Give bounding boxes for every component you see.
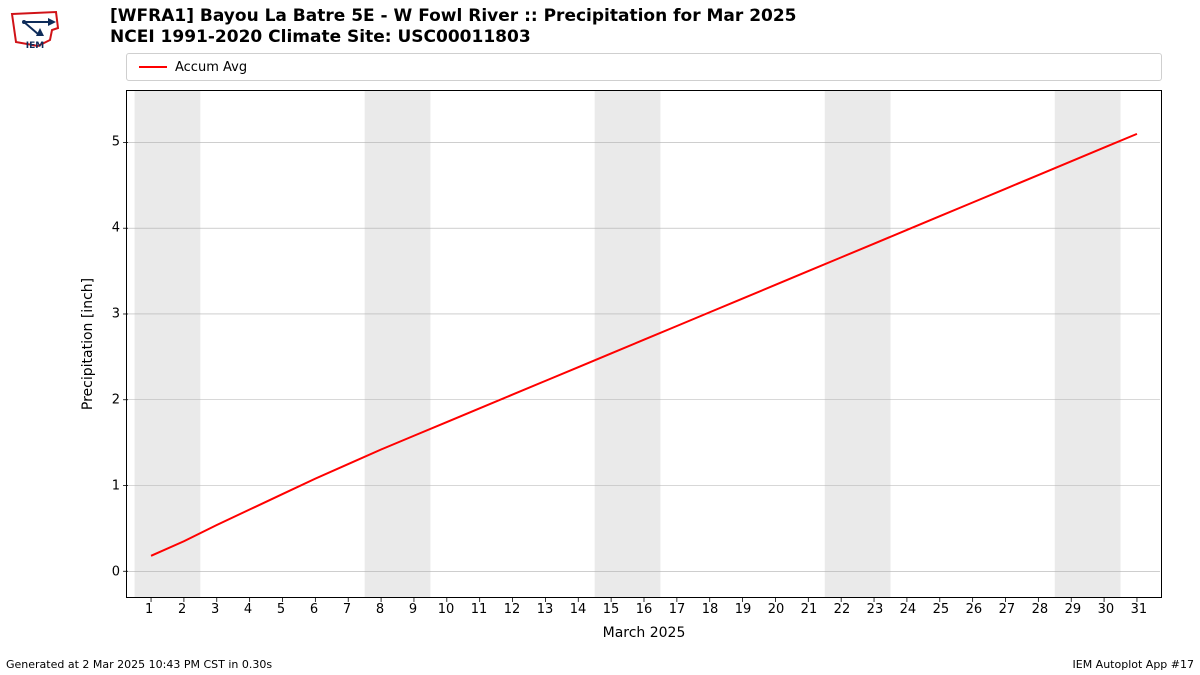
y-tick: 3: [90, 306, 120, 321]
x-tick: 3: [211, 602, 219, 617]
x-tick: 13: [537, 602, 554, 617]
x-tick: 21: [801, 602, 818, 617]
y-tick: 5: [90, 134, 120, 149]
svg-text:IEM: IEM: [26, 41, 44, 50]
x-tick: 12: [504, 602, 521, 617]
y-tick: 0: [90, 565, 120, 580]
x-tick: 20: [768, 602, 785, 617]
x-tick: 22: [834, 602, 851, 617]
x-axis-label: March 2025: [126, 625, 1162, 641]
x-tick: 26: [966, 602, 983, 617]
x-tick: 30: [1098, 602, 1115, 617]
chart-title: [WFRA1] Bayou La Batre 5E - W Fowl River…: [110, 6, 797, 49]
title-line-1: [WFRA1] Bayou La Batre 5E - W Fowl River…: [110, 6, 797, 27]
plot-svg: [127, 91, 1161, 597]
legend-label: Accum Avg: [175, 60, 247, 75]
y-tick-labels: 0 1 2 3 4 5: [88, 90, 120, 598]
x-tick: 9: [409, 602, 417, 617]
legend-swatch: [139, 66, 167, 68]
x-tick: 5: [277, 602, 285, 617]
x-tick: 14: [570, 602, 587, 617]
x-tick: 28: [1032, 602, 1049, 617]
x-tick: 4: [244, 602, 252, 617]
x-tick: 27: [999, 602, 1016, 617]
x-tick: 15: [603, 602, 620, 617]
plot-area: [126, 90, 1162, 598]
iem-logo: IEM: [8, 8, 63, 50]
legend: Accum Avg: [126, 53, 1162, 81]
x-tick: 25: [933, 602, 950, 617]
y-tick: 1: [90, 479, 120, 494]
x-tick: 24: [900, 602, 917, 617]
x-tick: 10: [438, 602, 455, 617]
title-line-2: NCEI 1991-2020 Climate Site: USC00011803: [110, 27, 797, 48]
footer-right: IEM Autoplot App #17: [1073, 658, 1195, 671]
x-tick: 2: [178, 602, 186, 617]
x-tick: 19: [735, 602, 752, 617]
x-tick: 31: [1131, 602, 1148, 617]
x-tick: 23: [867, 602, 884, 617]
x-tick: 17: [669, 602, 686, 617]
footer-left: Generated at 2 Mar 2025 10:43 PM CST in …: [6, 658, 272, 671]
y-tick: 2: [90, 392, 120, 407]
x-tick: 18: [702, 602, 719, 617]
x-tick: 6: [310, 602, 318, 617]
x-tick: 8: [376, 602, 384, 617]
x-tick: 16: [636, 602, 653, 617]
y-tick: 4: [90, 220, 120, 235]
x-tick: 7: [343, 602, 351, 617]
x-tick: 11: [471, 602, 488, 617]
x-tick: 29: [1065, 602, 1082, 617]
x-tick: 1: [145, 602, 153, 617]
x-tick-labels: 1234567891011121314151617181920212223242…: [126, 602, 1162, 622]
